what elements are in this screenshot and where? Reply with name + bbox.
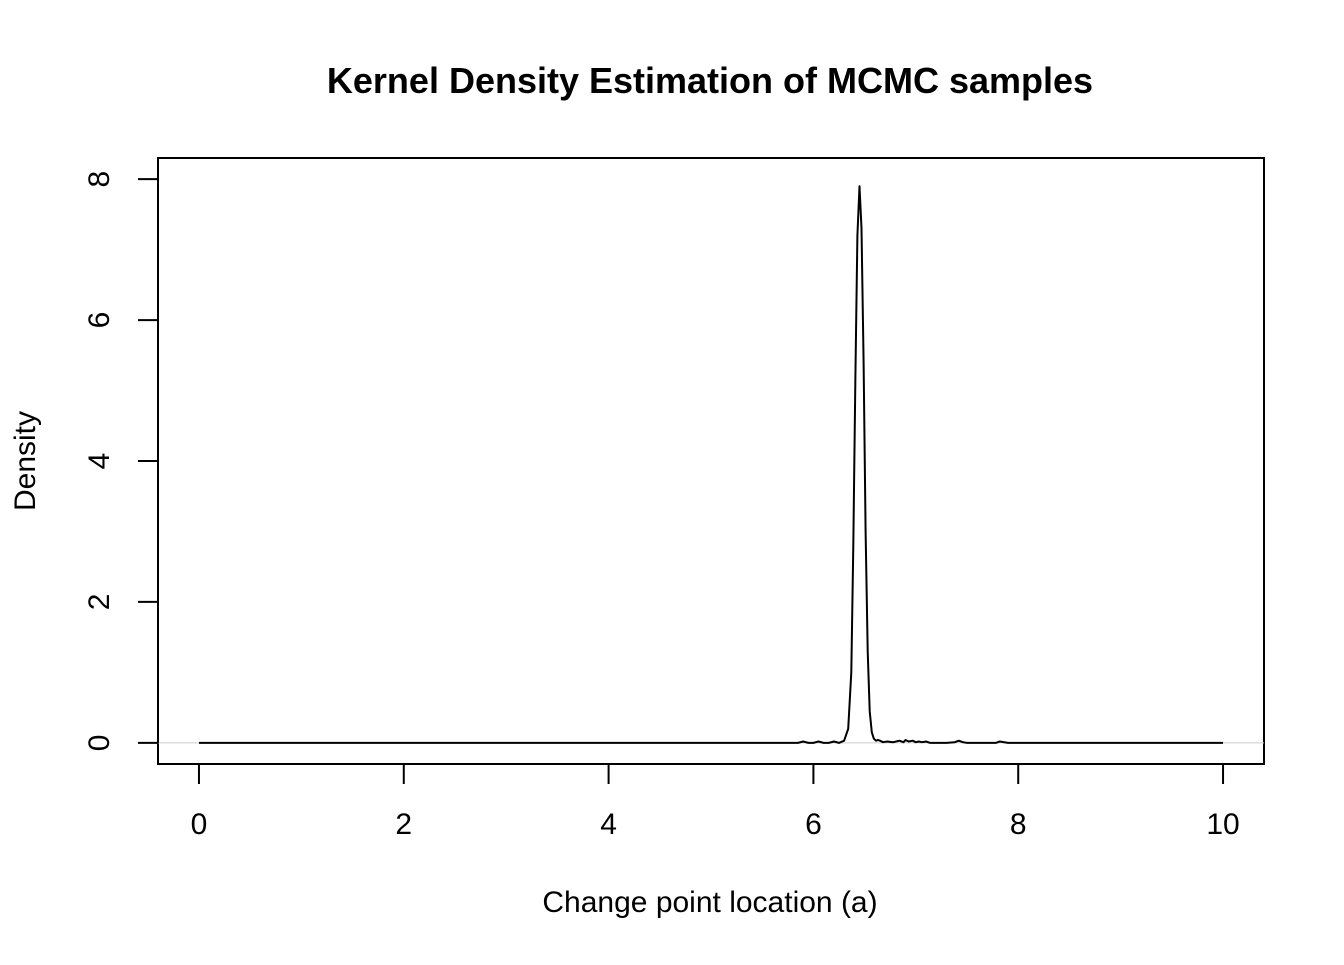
x-axis-label: Change point location (a) — [542, 886, 877, 919]
x-axis: 0 2 4 6 8 10 — [191, 763, 1240, 841]
x-tick-label: 6 — [805, 808, 822, 841]
y-tick-label: 6 — [83, 312, 116, 329]
x-tick-label: 10 — [1206, 808, 1239, 841]
x-tick-label: 2 — [395, 808, 412, 841]
x-tick-label: 4 — [600, 808, 617, 841]
y-axis: 0 2 4 6 8 — [83, 171, 159, 752]
x-tick-label: 8 — [1010, 808, 1027, 841]
chart-title: Kernel Density Estimation of MCMC sample… — [327, 60, 1093, 101]
density-curve — [199, 185, 1223, 744]
x-tick-label: 0 — [191, 808, 208, 841]
y-tick-label: 4 — [83, 453, 116, 470]
y-tick-label: 0 — [83, 735, 116, 752]
y-tick-label: 8 — [83, 171, 116, 188]
plot-frame — [157, 157, 1265, 765]
y-tick-label: 2 — [83, 594, 116, 611]
y-axis-label: Density — [9, 411, 42, 511]
